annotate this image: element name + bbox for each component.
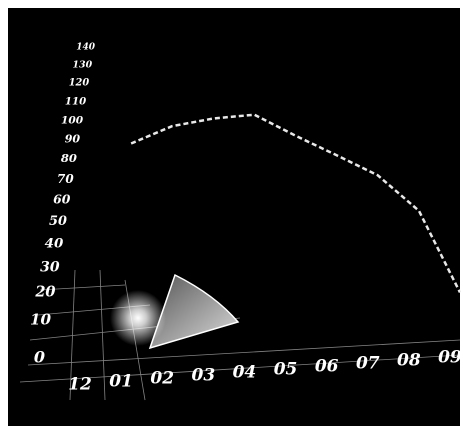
y-tick-label: 30 [40,259,60,275]
y-tick-label: 40 [45,235,64,251]
y-tick-label: 70 [57,172,74,186]
y-tick-label: 20 [34,283,55,300]
x-tick-label: 09 [438,348,462,368]
x-tick-label: 06 [315,357,339,377]
y-tick-label: 60 [53,192,71,207]
y-tick-label: 100 [61,113,84,126]
y-tick-label: 130 [73,59,93,70]
x-tick-label: 05 [274,360,298,380]
y-tick-label: 120 [69,78,90,89]
x-tick-label: 02 [150,369,174,389]
x-tick-label: 08 [397,351,421,371]
y-tick-label: 50 [49,214,67,229]
x-tick-label: 07 [356,354,380,374]
x-tick-label: 12 [68,375,92,395]
y-tick-label: 0 [34,348,45,367]
y-tick-label: 10 [30,310,52,328]
y-tick-label: 80 [61,151,77,165]
background [8,8,460,426]
x-tick-label: 01 [109,372,133,392]
y-tick-label: 90 [65,133,81,146]
x-tick-label: 04 [233,363,257,383]
x-tick-label: 03 [191,366,215,386]
y-tick-label: 140 [76,43,96,53]
pie-wedge [148,273,240,350]
y-tick-label: 110 [65,96,86,108]
data-line [130,113,462,293]
light-glow [110,290,166,346]
